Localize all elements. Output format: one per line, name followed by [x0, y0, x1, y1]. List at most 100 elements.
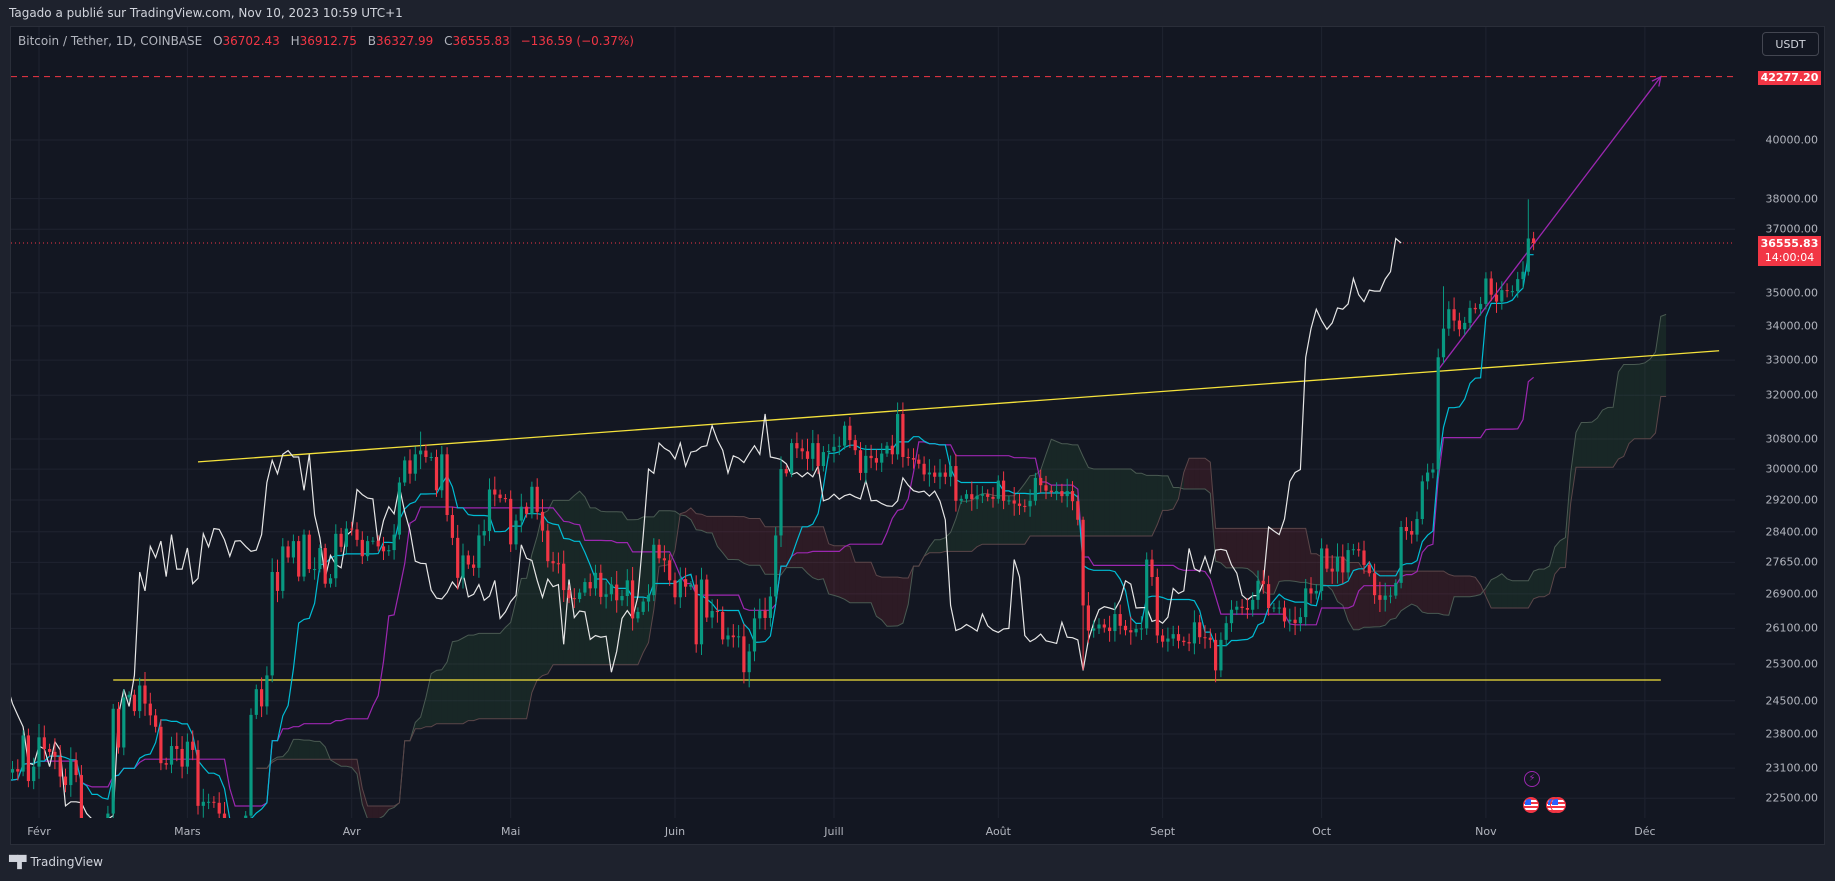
lightning-icon[interactable]: ⚡	[1524, 771, 1540, 787]
cloud-segment	[754, 518, 760, 566]
us-flag-icon[interactable]	[1550, 797, 1566, 813]
candle-body	[980, 494, 984, 496]
cloud-segment	[1629, 364, 1635, 444]
candle-body	[880, 453, 884, 463]
candle	[593, 564, 598, 596]
symbol-name[interactable]: Bitcoin / Tether, 1D, COINBASE	[18, 34, 203, 48]
candle	[1256, 570, 1260, 610]
candle	[1033, 472, 1037, 506]
cloud-segment	[1650, 351, 1656, 439]
candle	[1113, 602, 1117, 642]
cloud-segment	[860, 562, 866, 603]
candle	[1028, 489, 1032, 517]
candle-body	[270, 571, 274, 676]
candle	[922, 456, 926, 482]
candle	[424, 444, 428, 463]
candle-body	[1320, 548, 1324, 591]
candle	[11, 761, 15, 780]
cloud-segment	[1152, 475, 1158, 537]
cloud-segment	[940, 537, 946, 553]
cloud-segment	[293, 739, 299, 760]
candle-body	[148, 703, 152, 716]
cloud-segment	[1056, 441, 1062, 537]
candle	[705, 574, 709, 622]
candle-body	[853, 440, 857, 451]
candle-body	[731, 635, 735, 638]
candle	[90, 819, 93, 820]
time-tick-label: Mai	[501, 825, 521, 838]
candle	[503, 494, 507, 503]
candle	[668, 554, 672, 586]
candle	[911, 448, 916, 469]
cloud-segment	[304, 740, 310, 760]
cloud-segment	[526, 554, 532, 719]
candle-body	[408, 460, 412, 474]
candle	[53, 738, 57, 770]
candle	[906, 448, 910, 466]
candle	[1479, 296, 1483, 316]
candle-body	[1521, 271, 1525, 280]
candle	[249, 708, 253, 818]
candle-body	[456, 537, 460, 578]
candle-body	[334, 533, 338, 579]
candle	[318, 544, 322, 573]
candle	[16, 759, 20, 781]
cloud-segment	[1342, 556, 1349, 621]
cloud-segment	[1300, 528, 1306, 583]
low-value: 36327.99	[375, 34, 434, 48]
candle	[159, 719, 163, 771]
cloud-segment	[600, 511, 607, 665]
candle	[1198, 614, 1202, 645]
candle	[710, 599, 714, 629]
candle	[715, 599, 719, 623]
candle	[1494, 282, 1499, 313]
currency-button[interactable]: USDT	[1762, 32, 1819, 56]
cloud-segment	[1554, 540, 1561, 575]
candle-body	[461, 555, 465, 578]
candle	[106, 805, 110, 818]
candle-body	[1049, 490, 1053, 493]
footer-brand[interactable]: TradingView	[30, 855, 103, 869]
candle	[1139, 616, 1143, 641]
price-tick-label: 35000.00	[1765, 286, 1819, 300]
candle	[21, 730, 25, 777]
candle	[58, 745, 62, 788]
candle-body	[1367, 564, 1371, 574]
cloud-segment	[378, 806, 384, 818]
candle-body	[599, 572, 603, 597]
cloud-segment	[701, 514, 707, 533]
candle-body	[641, 601, 645, 612]
cloud-segment	[1040, 454, 1046, 537]
cloud-segment	[1099, 469, 1105, 537]
candle-body	[222, 813, 227, 818]
candle-body	[1256, 580, 1260, 600]
cloud-segment	[1189, 458, 1195, 490]
candle-body	[1484, 278, 1488, 304]
candle	[837, 436, 841, 456]
cloud-segment	[452, 640, 458, 724]
candle-body	[111, 708, 115, 814]
candle	[138, 677, 142, 719]
tradingview-logo-icon[interactable]: ▀▛	[9, 855, 26, 869]
cloud-segment	[669, 510, 675, 565]
cloud-segment	[309, 740, 315, 760]
candle	[678, 567, 682, 608]
publish-info: Tagado a publié sur TradingView.com, Nov…	[9, 6, 403, 20]
cloud-segment	[743, 516, 750, 566]
candle-body	[122, 697, 126, 748]
candle	[472, 555, 476, 576]
candle-body	[297, 541, 301, 577]
candle	[609, 577, 613, 602]
candle-body	[684, 579, 688, 587]
candle	[572, 588, 576, 609]
cloud-segment	[1215, 528, 1221, 563]
chart-panel[interactable]	[10, 26, 1825, 845]
cloud-segment	[521, 578, 527, 719]
change-value: −136.59 (−0.37%)	[520, 34, 634, 48]
candle	[1346, 543, 1350, 579]
us-flag-icon[interactable]	[1523, 797, 1539, 813]
candle-body	[1452, 309, 1456, 321]
cloud-segment	[1411, 571, 1417, 607]
symbol-legend[interactable]: Bitcoin / Tether, 1D, COINBASE O36702.43…	[18, 34, 634, 48]
